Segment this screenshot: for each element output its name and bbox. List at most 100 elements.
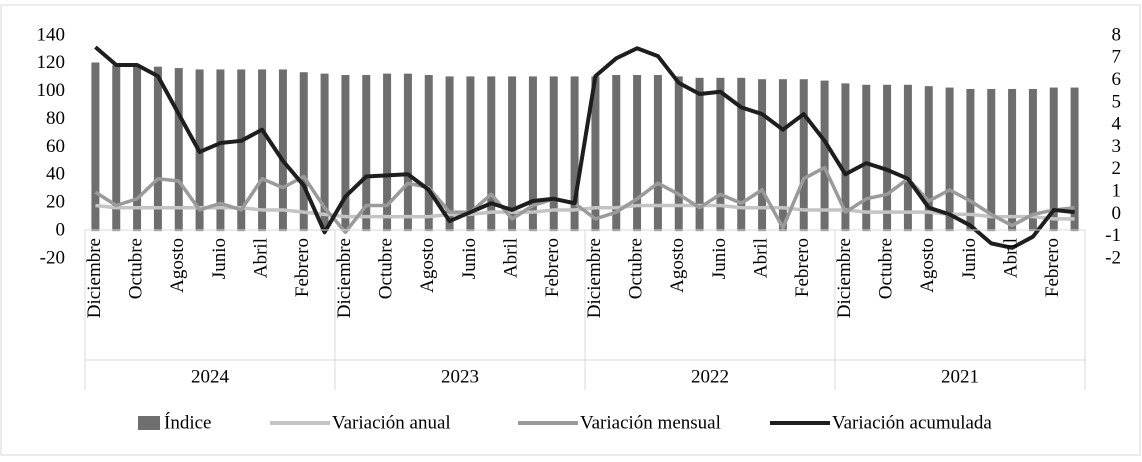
bar	[91, 62, 100, 232]
bar	[341, 75, 350, 232]
y2-tick-label: 0	[1112, 203, 1122, 224]
bar	[153, 66, 162, 232]
legend-label: Variación anual	[332, 412, 451, 433]
line	[95, 203, 1075, 221]
x-tick-label: Junio	[459, 238, 480, 279]
x-tick-label: Febrero	[1042, 238, 1063, 297]
x-tick-label: Octubre	[625, 238, 646, 299]
bar	[258, 69, 267, 232]
y2-tick-label: 8	[1112, 24, 1122, 45]
bar	[445, 76, 454, 232]
bar	[112, 65, 121, 232]
bar	[549, 76, 558, 232]
bar	[299, 72, 308, 232]
y-tick-label: 60	[46, 136, 65, 157]
group-label: 2021	[941, 366, 979, 387]
x-tick-label: Octubre	[875, 238, 896, 299]
bar	[1008, 88, 1017, 232]
bar	[633, 75, 642, 232]
group-label: 2022	[691, 366, 729, 387]
y-tick-label: 140	[37, 24, 66, 45]
bar	[883, 84, 892, 232]
y2-tick-label: 4	[1112, 114, 1122, 135]
bar	[1028, 88, 1037, 232]
bar	[570, 76, 579, 232]
legend-label: Índice	[164, 411, 211, 433]
bar	[320, 73, 329, 232]
x-tick-label: Diciembre	[584, 238, 605, 318]
bar	[924, 86, 933, 232]
bar	[216, 69, 225, 232]
bar	[695, 77, 704, 232]
y2-tick-label: 6	[1112, 69, 1122, 90]
bar	[174, 68, 183, 232]
y-tick-label: 100	[37, 80, 66, 101]
bar	[737, 77, 746, 232]
y2-tick-label: 1	[1112, 180, 1122, 201]
bar	[716, 77, 725, 232]
line	[94, 45, 1075, 250]
bar	[987, 88, 996, 232]
x-tick-label: Junio	[959, 238, 980, 279]
x-tick-label: Junio	[709, 238, 730, 279]
bar	[1049, 87, 1058, 232]
x-tick-label: Agosto	[667, 238, 688, 293]
x-tick-label: Abril	[250, 238, 271, 278]
x-tick-label: Agosto	[917, 238, 938, 293]
x-tick-label: Febrero	[792, 238, 813, 297]
bar	[778, 79, 787, 232]
bar	[841, 83, 850, 232]
group-label: 2023	[441, 366, 479, 387]
x-tick-label: Febrero	[542, 238, 563, 297]
bar	[466, 76, 475, 232]
bar	[133, 65, 142, 232]
x-tick-label: Diciembre	[834, 238, 855, 318]
x-tick-label: Abril	[1000, 238, 1021, 278]
bar	[612, 75, 621, 232]
y-tick-label: -20	[40, 247, 65, 268]
y2-tick-label: -1	[1105, 225, 1121, 246]
y2-tick-label: 3	[1112, 136, 1122, 157]
bar	[653, 75, 662, 232]
bar	[237, 69, 246, 232]
y2-tick-label: 7	[1112, 47, 1122, 68]
bar	[903, 84, 912, 232]
y2-tick-label: 5	[1112, 91, 1122, 112]
x-tick-label: Agosto	[167, 238, 188, 293]
x-tick-label: Abril	[750, 238, 771, 278]
y-tick-label: 20	[46, 192, 65, 213]
x-tick-label: Agosto	[417, 238, 438, 293]
bar	[383, 73, 392, 232]
bar	[945, 87, 954, 232]
bar	[508, 76, 517, 232]
group-label: 2024	[191, 366, 230, 387]
bar	[758, 79, 767, 232]
bar	[424, 75, 433, 232]
y-tick-label: 0	[56, 219, 66, 240]
bar	[403, 73, 412, 232]
y-tick-label: 80	[46, 108, 65, 129]
bar	[487, 76, 496, 232]
y2-tick-label: -2	[1105, 247, 1121, 268]
bar	[528, 76, 537, 232]
x-tick-label: Diciembre	[334, 238, 355, 318]
bar	[799, 79, 808, 232]
y2-tick-label: 2	[1112, 158, 1122, 179]
x-tick-label: Octubre	[375, 238, 396, 299]
x-tick-label: Febrero	[292, 238, 313, 297]
y-tick-label: 40	[46, 164, 65, 185]
bar	[362, 75, 371, 232]
bar	[862, 84, 871, 232]
bar	[966, 88, 975, 232]
legend-label: Variación acumulada	[832, 412, 992, 433]
bar	[278, 69, 287, 232]
bar	[674, 76, 683, 232]
x-tick-label: Octubre	[125, 238, 146, 299]
legend-label: Variación mensual	[580, 412, 721, 433]
x-tick-label: Abril	[500, 238, 521, 278]
bar	[820, 80, 829, 232]
y-tick-label: 120	[37, 52, 66, 73]
legend-swatch	[138, 416, 160, 430]
bar	[591, 76, 600, 232]
